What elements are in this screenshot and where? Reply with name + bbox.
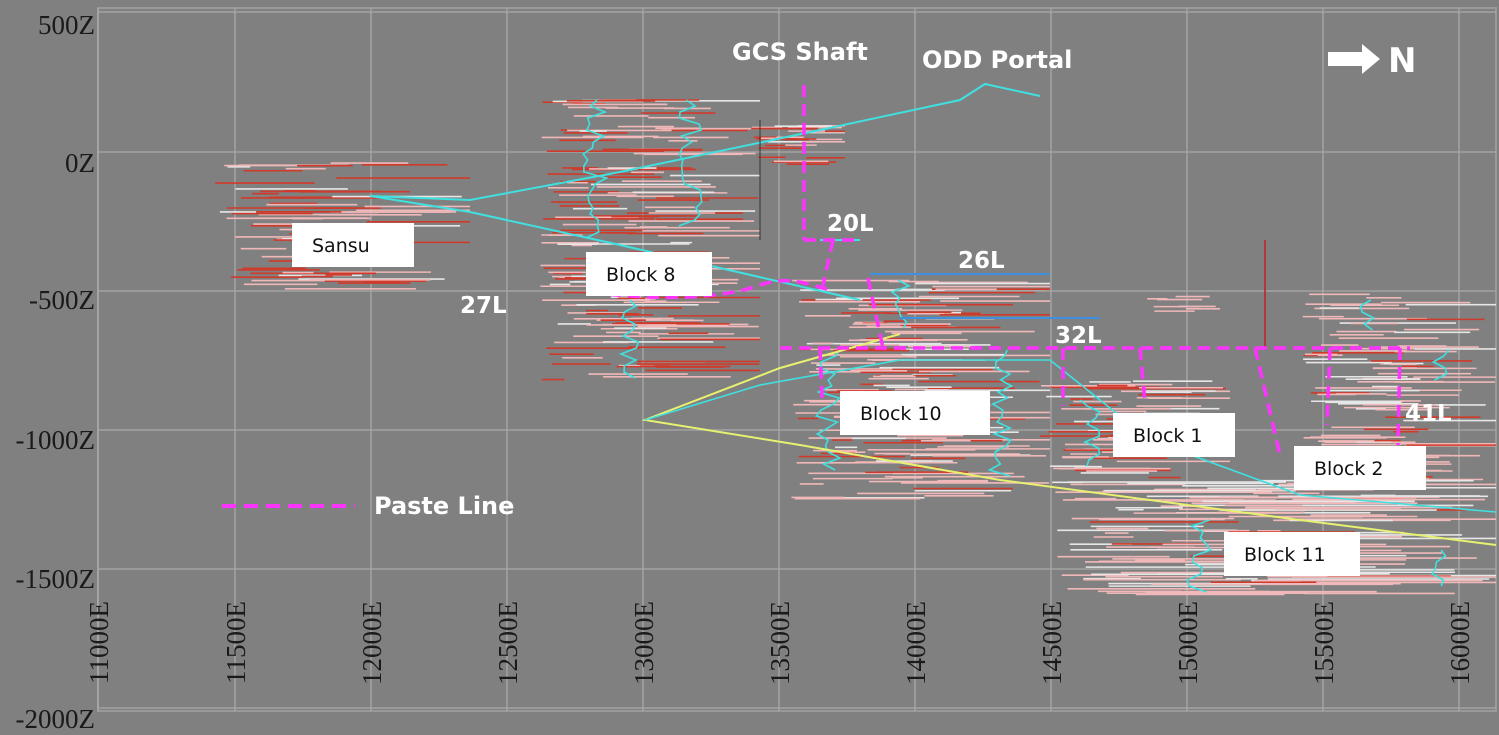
ore-drive-trace (1431, 549, 1447, 587)
ore-drive-trace (678, 99, 703, 227)
level-label-41l: 41L (1405, 401, 1452, 427)
e-axis-labels: 11000E 11500E 12000E 12500E 13000E 13500… (84, 601, 1475, 685)
z-tick-label: 500Z (38, 10, 95, 40)
odd-portal-label: ODD Portal (922, 46, 1072, 74)
block-label-11: Block 11 (1224, 532, 1360, 576)
block-label-text: Block 11 (1244, 544, 1326, 566)
e-tick-label: 14000E (901, 601, 931, 685)
north-arrow: N (1328, 41, 1416, 81)
level-label-27l: 27L (460, 293, 507, 319)
level-label-26l: 26L (958, 248, 1005, 274)
z-tick-label: -1500Z (16, 564, 95, 594)
block-label-text: Block 1 (1133, 425, 1203, 447)
grid (97, 8, 1496, 711)
e-tick-label: 12000E (357, 601, 387, 685)
e-tick-label: 15500E (1309, 601, 1339, 685)
z-axis-labels: 500Z 0Z -500Z -1000Z -1500Z -2000Z (16, 10, 95, 734)
ore-drive-trace (1359, 299, 1376, 331)
z-tick-label: 0Z (65, 148, 95, 178)
legend: Paste Line (222, 492, 514, 520)
ore-drive-trace (582, 99, 609, 239)
e-tick-label: 13000E (629, 601, 659, 685)
e-tick-label: 11500E (221, 601, 251, 684)
ore-drive-trace (890, 279, 911, 329)
block-label-8: Block 8 (586, 252, 712, 296)
e-tick-label: 16000E (1445, 601, 1475, 685)
z-tick-label: -2000Z (16, 704, 95, 734)
e-tick-label: 14500E (1037, 601, 1067, 685)
z-tick-label: -500Z (29, 285, 95, 315)
block-label-sansu: Sansu (292, 223, 414, 267)
block-label-1: Block 1 (1113, 413, 1235, 457)
e-tick-label: 12500E (493, 601, 523, 685)
block-label-text: Sansu (312, 235, 370, 257)
paste-line (589, 85, 1410, 456)
north-label: N (1388, 41, 1416, 81)
ore-drive-trace (1079, 399, 1101, 467)
lower-decline-cyan (644, 359, 1497, 513)
block-label-10: Block 10 (840, 391, 990, 435)
e-tick-label: 15000E (1173, 601, 1203, 685)
block-label-text: Block 8 (606, 264, 676, 286)
block-label-text: Block 2 (1314, 458, 1384, 480)
level-label-20l: 20L (827, 211, 874, 237)
lower-decline (641, 333, 1497, 546)
level-label-32l: 32L (1055, 323, 1102, 349)
z-tick-label: -1000Z (16, 425, 95, 455)
e-tick-label: 11000E (84, 601, 114, 684)
block-label-2: Block 2 (1294, 446, 1426, 490)
ore-drive-trace (1186, 519, 1212, 593)
ore-drive-trace (618, 299, 640, 379)
paste-line-legend-label: Paste Line (374, 492, 514, 520)
ore-drive-trace (987, 349, 1014, 477)
ore-drive-trace (1431, 349, 1450, 381)
e-tick-label: 13500E (765, 601, 795, 685)
gcs-shaft-label: GCS Shaft (732, 38, 868, 66)
north-arrow-icon (1328, 44, 1380, 74)
block-label-text: Block 10 (860, 403, 942, 425)
